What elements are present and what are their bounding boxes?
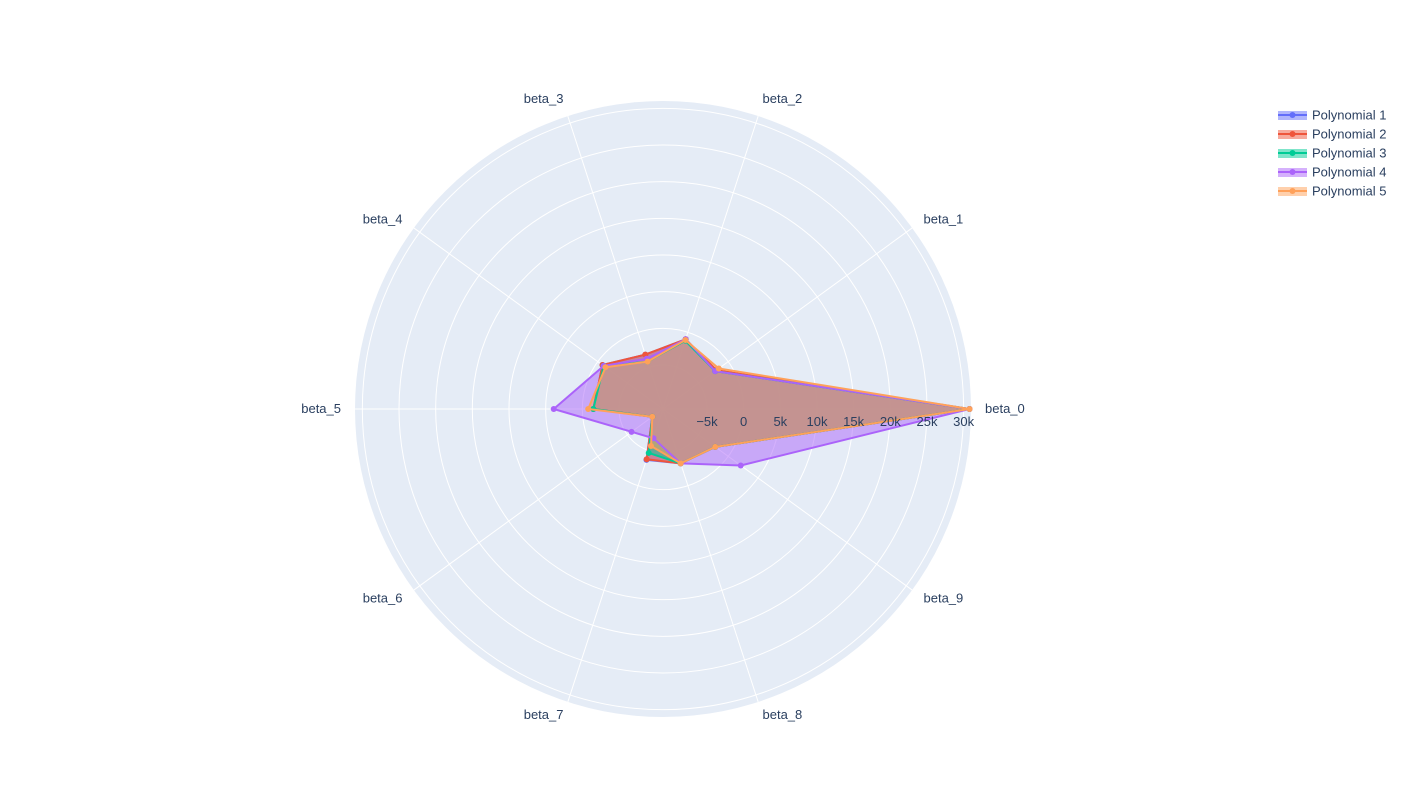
legend-marker (1289, 131, 1296, 137)
data-point-5-beta_6 (649, 413, 656, 420)
axis-label-beta_3: beta_3 (524, 91, 564, 106)
legend-item-3[interactable]: Polynomial 3 (1278, 146, 1386, 161)
axis-label-beta_4: beta_4 (363, 212, 403, 227)
radial-tick-label: 0 (740, 414, 747, 429)
legend-label: Polynomial 1 (1312, 108, 1386, 123)
radial-tick-label: 30k (953, 414, 974, 429)
legend-marker (1289, 112, 1296, 118)
data-point-5-beta_5 (585, 406, 592, 412)
legend-marker (1289, 169, 1296, 175)
axis-label-beta_7: beta_7 (524, 707, 564, 722)
radial-tick-labels: −5k 0 5k 10k 15k 20k 25k 30k (696, 414, 974, 429)
data-point-5-beta_4 (602, 364, 609, 371)
data-point-5-beta_2 (682, 336, 689, 343)
data-point-5-beta_0 (966, 406, 973, 412)
radial-tick-label: −5k (696, 414, 718, 429)
data-point-4-beta_6 (628, 428, 635, 435)
data-point-4-beta_9 (737, 462, 744, 469)
legend-label: Polynomial 2 (1312, 127, 1386, 142)
data-point-5-beta_9 (712, 443, 719, 450)
radial-tick-label: 20k (880, 414, 901, 429)
data-point-5-beta_8 (677, 460, 684, 467)
axis-label-beta_2: beta_2 (763, 91, 803, 106)
axis-label-beta_0: beta_0 (985, 401, 1025, 416)
legend-marker (1289, 188, 1296, 194)
data-point-4-beta_5 (550, 406, 557, 412)
series-fill-5 (588, 340, 970, 464)
data-point-5-beta_1 (715, 365, 722, 372)
legend-marker (1289, 150, 1296, 156)
legend-item-5[interactable]: Polynomial 5 (1278, 184, 1386, 199)
data-point-5-beta_7 (647, 442, 654, 449)
angular-axis-labels: beta_0 beta_1 beta_2 beta_3 beta_4 beta_5beta… (301, 91, 1025, 722)
legend-item-2[interactable]: Polynomial 2 (1278, 127, 1386, 142)
legend-item-4[interactable]: Polynomial 4 (1278, 165, 1386, 180)
data-point-2-beta_7 (643, 456, 650, 463)
data-point-5-beta_3 (644, 358, 651, 365)
grid-spoke (413, 408, 664, 591)
axis-label-beta_9: beta_9 (924, 590, 964, 605)
data-point-3-beta_7 (645, 449, 652, 456)
radial-tick-label: 5k (773, 414, 787, 429)
axis-label-beta_6: beta_6 (363, 590, 403, 605)
radial-tick-label: 10k (807, 414, 828, 429)
legend-label: Polynomial 3 (1312, 146, 1386, 161)
legend-item-1[interactable]: Polynomial 1 (1278, 108, 1386, 123)
radial-tick-label: 15k (843, 414, 864, 429)
series-layer (550, 336, 973, 469)
legend-label: Polynomial 5 (1312, 184, 1386, 199)
legend: Polynomial 1 Polynomial 2 Polynomial 3 Poly… (1278, 108, 1386, 199)
radial-tick-label: 25k (917, 414, 938, 429)
axis-label-beta_1: beta_1 (924, 212, 964, 227)
legend-label: Polynomial 4 (1312, 165, 1386, 180)
axis-label-beta_8: beta_8 (763, 707, 803, 722)
axis-label-beta_5: beta_5 (301, 401, 341, 416)
